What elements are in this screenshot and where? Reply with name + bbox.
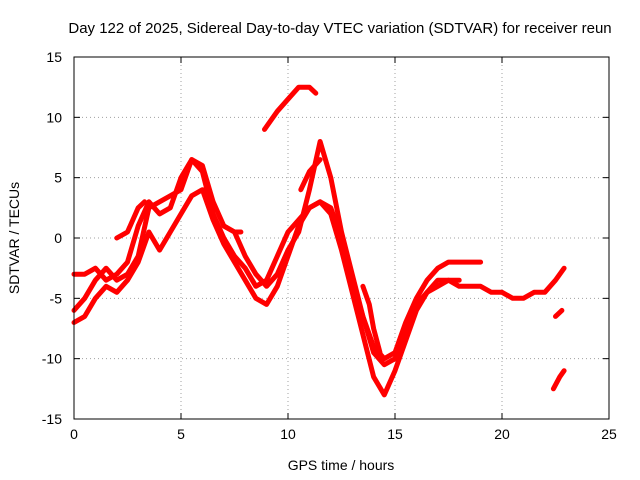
series-track-b — [71, 187, 462, 398]
y-tick-label: -10 — [42, 351, 62, 367]
series-track-d — [114, 199, 148, 241]
y-tick-label: 5 — [54, 170, 62, 186]
x-tick-label: 15 — [387, 426, 403, 442]
series-track-h — [360, 283, 383, 356]
axes: 0 5 10 15 20 25 -15 -10 -5 0 5 10 15 — [42, 49, 617, 442]
series-track-e — [221, 223, 244, 235]
x-axis-label: GPS time / hours — [288, 457, 395, 473]
y-tick-label: 10 — [46, 109, 62, 125]
x-tick-label: 0 — [70, 426, 78, 442]
x-tick-label: 10 — [280, 426, 296, 442]
chart-title: Day 122 of 2025, Sidereal Day-to-day VTE… — [68, 20, 611, 37]
series-track-a — [71, 157, 567, 368]
y-tick-label: -15 — [42, 411, 62, 427]
y-tick-label: -5 — [50, 290, 63, 306]
plot-area — [71, 84, 567, 398]
x-tick-label: 20 — [494, 426, 510, 442]
y-tick-label: 15 — [46, 49, 62, 65]
x-tick-label: 5 — [177, 426, 185, 442]
y-axis-label: SDTVAR / TECUs — [6, 182, 22, 294]
x-tick-label: 25 — [601, 426, 617, 442]
series-track-g — [298, 157, 323, 193]
y-tick-label: 0 — [54, 230, 62, 246]
series-track-j — [553, 307, 565, 319]
series-track-c — [71, 139, 484, 362]
series-track-f — [262, 84, 319, 132]
series-track-i — [550, 368, 567, 392]
